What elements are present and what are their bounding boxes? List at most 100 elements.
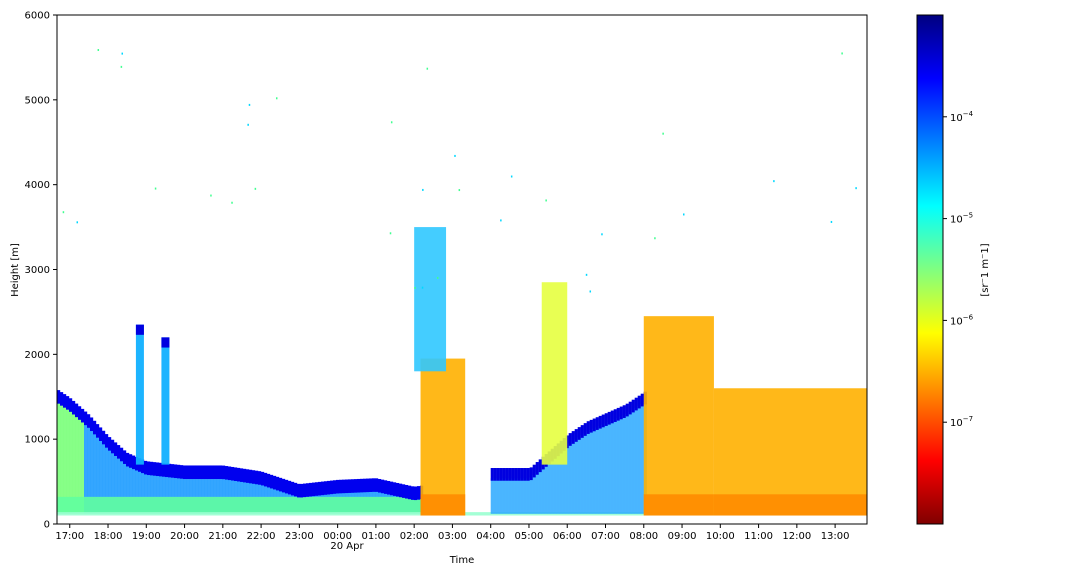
aerosol-near-surface-cell (93, 496, 97, 514)
cloud-band-fill-cell (571, 441, 575, 514)
aerosol-near-surface-cell (90, 496, 94, 514)
aerosol-fill-cell (123, 460, 127, 514)
aerosol-near-surface-cell (405, 496, 409, 514)
aerosol-top-cell (396, 482, 400, 497)
y-tick-label: 0 (44, 520, 50, 531)
noise-speck (545, 199, 547, 202)
colorbar (916, 14, 944, 525)
cloud-band-top-cell (604, 413, 608, 426)
aerosol-fill-cell (132, 465, 136, 514)
x-tick-label: 12:00 (782, 531, 811, 542)
aerosol-top-cell (189, 465, 193, 480)
noise-speck (210, 194, 212, 197)
aerosol-top-cell (132, 455, 136, 470)
noise-speck (601, 233, 603, 236)
aerosol-top-cell (147, 461, 151, 476)
cloud-band-fill-cell (562, 448, 566, 514)
aerosol-top-cell (243, 468, 247, 483)
cloud-band-fill-cell (541, 466, 545, 514)
aerosol-fill-cell (96, 434, 100, 514)
aerosol-fill-cell (174, 474, 178, 514)
noise-speck (454, 154, 456, 157)
aerosol-top-cell (222, 465, 226, 480)
cloud-band-top-cell (577, 427, 581, 440)
aerosol-near-surface-cell (387, 496, 391, 514)
aerosol-near-surface-cell (81, 496, 85, 514)
x-axis: 17:00 18:00 19:00 20:00 21:00 22:00 23:00 00:00… (55, 524, 850, 542)
aerosol-top-cell (306, 483, 310, 497)
cloud-band-fill-cell (595, 427, 599, 514)
aerosol-near-surface-cell (216, 496, 220, 514)
cloud-band-fill-cell (526, 478, 530, 514)
aerosol-fill-cell (177, 474, 181, 514)
cloud-band-fill-cell (520, 478, 524, 514)
aerosol-fill-cell (222, 475, 226, 514)
aerosol-fill-cell (90, 427, 94, 514)
y-tick-label: 1000 (25, 435, 50, 446)
aerosol-top-cell (69, 398, 73, 412)
aerosol-near-surface-cell (153, 496, 157, 514)
aerosol-top-cell (183, 465, 187, 480)
cloud-band-top-cell (610, 410, 614, 424)
aerosol-top-cell (168, 463, 172, 478)
x-tick-label: 13:00 (821, 531, 850, 542)
aerosol-top-cell (363, 478, 367, 493)
aerosol-fill-cell (57, 400, 61, 514)
aerosol-near-surface-cell (78, 496, 82, 514)
aerosol-top-cell (273, 475, 277, 490)
x-tick-label: 19:00 (132, 531, 161, 542)
aerosol-top-cell (231, 466, 235, 481)
aerosol-top-cell (102, 430, 106, 445)
aerosol-near-surface-cell (360, 496, 364, 514)
aerosol-top-cell (237, 467, 241, 482)
aerosol-top-cell (315, 482, 319, 496)
aerosol-fill-cell (186, 475, 190, 514)
aerosol-top-cell (78, 406, 82, 420)
aerosol-near-surface-cell (408, 496, 412, 514)
aerosol-near-surface-cell (75, 496, 79, 514)
aerosol-near-surface-cell (363, 496, 367, 514)
aerosol-near-surface-cell (228, 496, 232, 514)
aerosol-top-cell (141, 459, 145, 474)
cloud-band-top-cell (508, 468, 512, 481)
aerosol-top-cell (60, 392, 64, 406)
colorbar-tick-label: 10−5 (950, 212, 973, 226)
aerosol-near-surface-cell (267, 496, 271, 514)
aerosol-top-cell (117, 445, 121, 459)
cloud-band-fill-cell (544, 464, 548, 514)
cloud-band-top-cell (613, 409, 617, 422)
aerosol-top-cell (351, 479, 355, 493)
aerosol-fill-cell (180, 475, 184, 514)
x-axis-date-label: 20 Apr (330, 541, 364, 552)
cloud-band-top-cell (517, 468, 521, 481)
cloud-band-fill-cell (589, 430, 593, 514)
aerosol-near-surface-cell (87, 496, 91, 514)
noise-speck (585, 273, 588, 276)
aerosol-fill-cell (120, 457, 124, 514)
aerosol-top-cell (285, 479, 289, 494)
cloud-band-fill-cell (619, 416, 623, 514)
aerosol-near-surface-cell (351, 496, 355, 514)
noise-speck (855, 187, 857, 190)
aerosol-fill-cell (207, 475, 211, 514)
aerosol-top-cell (270, 474, 274, 489)
y-tick-label: 2000 (25, 350, 50, 361)
cloud-band-top-cell (502, 468, 506, 481)
cloud-band-top-cell (520, 468, 524, 481)
cloud-band-fill-cell (640, 403, 644, 514)
cloud-band-fill-cell (532, 474, 536, 514)
cloud-band-fill-cell (631, 409, 635, 514)
aerosol-top-cell (90, 417, 94, 432)
aerosol-top-cell (234, 467, 238, 482)
x-tick-label: 09:00 (668, 531, 697, 542)
aerosol-near-surface-cell (384, 496, 388, 514)
cloud-band-fill-cell (529, 477, 533, 514)
cloud-band-fill-cell (490, 478, 494, 514)
aerosol-top-cell (288, 480, 292, 495)
aerosol-near-surface-cell (261, 496, 265, 514)
aerosol-top-cell (408, 485, 412, 500)
cloud-band-fill-cell (580, 435, 584, 514)
aerosol-fill-cell (237, 478, 241, 514)
aerosol-near-surface-cell (144, 496, 148, 514)
noise-speck (773, 180, 775, 183)
